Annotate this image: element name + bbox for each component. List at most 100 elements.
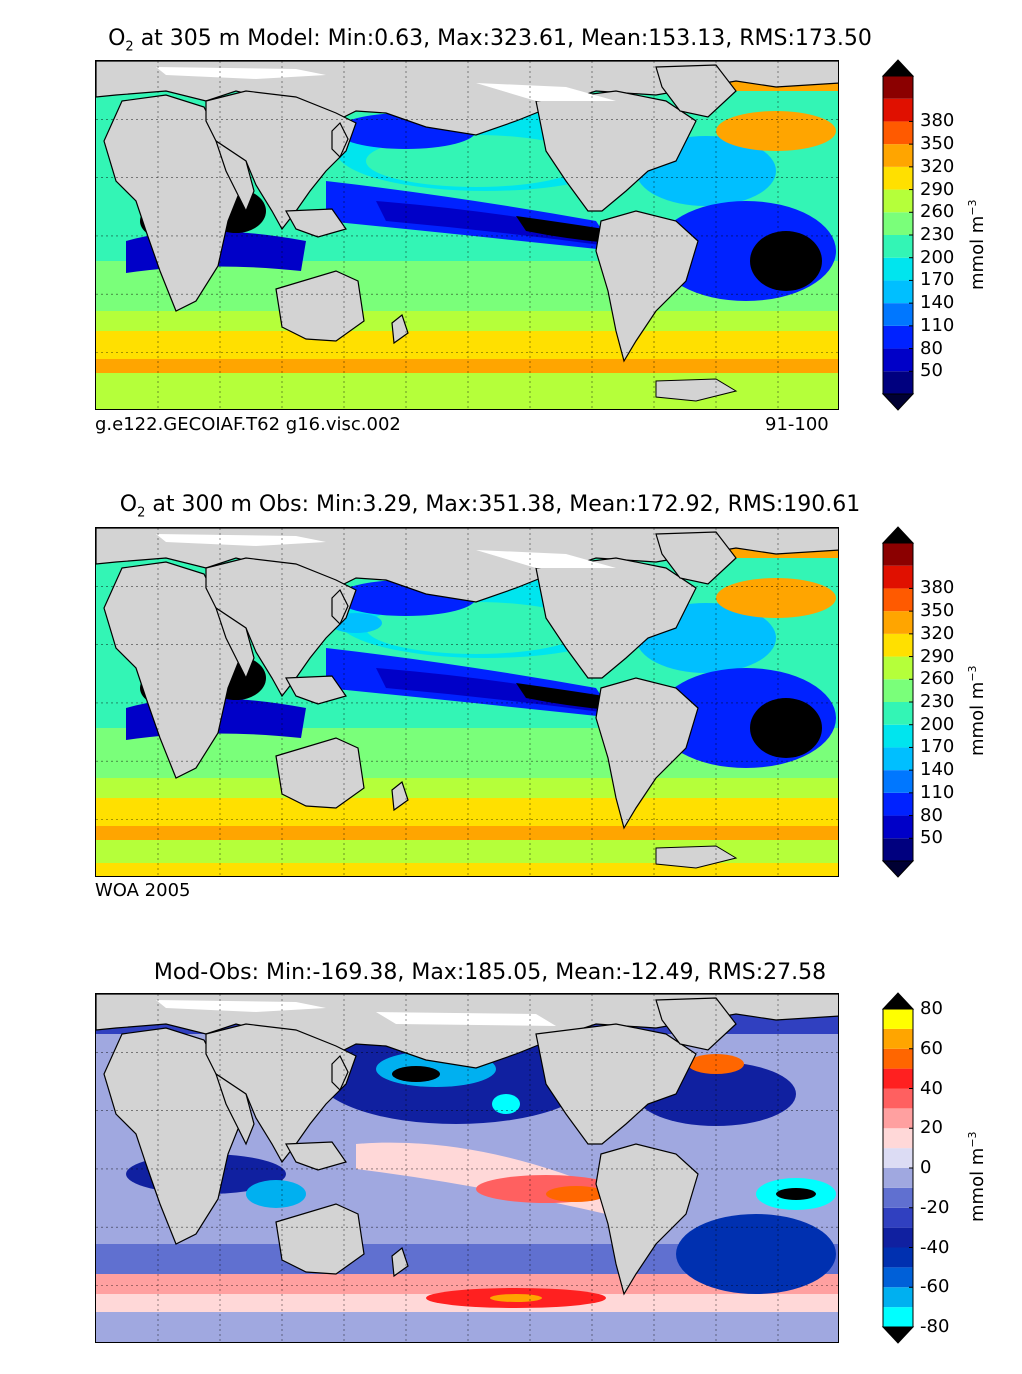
colorbar-tick-label: -80 xyxy=(920,1316,950,1337)
colorbar-tick-label: 50 xyxy=(920,827,943,849)
colorbar-band xyxy=(883,747,913,771)
colorbar-tick-label: 60 xyxy=(920,1037,943,1059)
land-indonesia xyxy=(285,675,347,705)
colorbar-band xyxy=(883,280,913,304)
model-map xyxy=(95,60,839,410)
obs-footer-left: WOA 2005 xyxy=(95,880,191,901)
obs-colorbar-unit: mmol m−3 xyxy=(966,665,988,756)
colorbar-tick-label: 290 xyxy=(920,178,955,200)
land-europe xyxy=(96,61,838,136)
colorbar-tick-label: 320 xyxy=(920,155,955,177)
colorbar-tick-label: 260 xyxy=(920,668,955,690)
colorbar-band xyxy=(883,702,913,725)
diff-title: Mod-Obs: Min:-169.38, Max:185.05, Mean:-… xyxy=(153,960,827,985)
land-namerica xyxy=(535,557,697,679)
colorbar-tick-label: 230 xyxy=(920,691,955,712)
colorbar-band xyxy=(883,1088,913,1109)
colorbar-band xyxy=(883,121,913,145)
colorbar-tick-label: 110 xyxy=(920,314,955,336)
colorbar-band xyxy=(883,1168,913,1188)
colorbar-band xyxy=(883,257,913,281)
colorbar-band xyxy=(883,724,913,748)
land-nz xyxy=(391,780,409,812)
land-australia xyxy=(275,270,365,342)
colorbar-band xyxy=(883,371,913,394)
colorbar-band xyxy=(883,1108,913,1129)
colorbar-band xyxy=(883,166,913,190)
colorbar-band xyxy=(883,189,913,213)
colorbar-band xyxy=(883,303,913,326)
colorbar-band xyxy=(883,144,913,167)
colorbar-tick-label: 80 xyxy=(920,337,943,359)
land-namerica xyxy=(535,1023,697,1145)
colorbar-band xyxy=(883,1068,913,1089)
colorbar-band xyxy=(883,565,913,589)
obs-colorbar xyxy=(881,526,915,878)
land-australia xyxy=(275,1203,365,1275)
model-colorbar xyxy=(881,59,915,411)
colorbar-band xyxy=(883,212,913,235)
colorbar-band xyxy=(883,815,913,839)
colorbar-band xyxy=(883,1267,913,1288)
colorbar-band xyxy=(883,76,913,99)
land-indonesia xyxy=(285,208,347,238)
colorbar-band xyxy=(883,1187,913,1208)
land-india xyxy=(214,1072,255,1146)
colorbar-band xyxy=(883,1028,913,1049)
colorbar-band xyxy=(883,348,913,372)
land-europe xyxy=(96,994,838,1069)
colorbar-tick-label: 110 xyxy=(920,781,955,803)
diff-map xyxy=(95,993,839,1343)
land-india xyxy=(214,606,255,680)
land-india xyxy=(214,139,255,213)
colorbar-tick-label: -60 xyxy=(920,1276,950,1298)
colorbar-tick-label: 290 xyxy=(920,645,955,667)
colorbar-band xyxy=(883,235,913,258)
colorbar-band xyxy=(883,325,913,349)
colorbar-band xyxy=(883,656,913,680)
colorbar-band xyxy=(883,1207,913,1228)
colorbar-tick-label: 140 xyxy=(920,292,955,314)
colorbar-band xyxy=(883,1227,913,1248)
colorbar-band xyxy=(883,611,913,634)
colorbar-tick-label: 80 xyxy=(920,804,943,826)
colorbar-tick-label: 350 xyxy=(920,133,955,155)
colorbar-band xyxy=(883,792,913,816)
colorbar-band xyxy=(883,1048,913,1069)
colorbar-tick-label: -20 xyxy=(920,1196,950,1218)
colorbar-band xyxy=(883,1307,913,1327)
land-nz xyxy=(391,313,409,345)
colorbar-tick-label: 230 xyxy=(920,224,955,245)
colorbar-tick-label: 380 xyxy=(920,110,955,132)
colorbar-tick-label: 50 xyxy=(920,360,943,382)
obs-map xyxy=(95,527,839,877)
colorbar-tick-label: 170 xyxy=(920,736,955,758)
colorbar-band xyxy=(883,679,913,702)
colorbar-band xyxy=(883,543,913,566)
land-samerica xyxy=(595,210,699,363)
colorbar-band xyxy=(883,1009,913,1029)
obs-title: O2 at 300 m Obs: Min:3.29, Max:351.38, M… xyxy=(119,492,861,521)
colorbar-tick-label: 170 xyxy=(920,269,955,291)
colorbar-band xyxy=(883,98,913,122)
model-footer-left: g.e122.GECOIAF.T62 g16.visc.002 xyxy=(95,414,401,435)
colorbar-tick-label: 0 xyxy=(920,1157,932,1178)
diff-colorbar-unit: mmol m−3 xyxy=(966,1131,988,1222)
colorbar-tick-label: -40 xyxy=(920,1236,950,1258)
diff-colorbar xyxy=(881,992,915,1344)
colorbar-band xyxy=(883,1148,913,1168)
model-title: O2 at 305 m Model: Min:0.63, Max:323.61,… xyxy=(108,26,872,55)
colorbar-tick-label: 80 xyxy=(920,998,943,1019)
colorbar-band xyxy=(883,1287,913,1308)
land-indonesia xyxy=(285,1141,347,1171)
colorbar-band xyxy=(883,838,913,861)
land-nz xyxy=(391,1246,409,1278)
colorbar-tick-label: 350 xyxy=(920,600,955,622)
colorbar-band xyxy=(883,588,913,612)
colorbar-tick-label: 200 xyxy=(920,246,955,268)
colorbar-tick-label: 260 xyxy=(920,201,955,223)
colorbar-tick-label: 40 xyxy=(920,1077,943,1099)
colorbar-tick-label: 140 xyxy=(920,759,955,781)
colorbar-band xyxy=(883,770,913,793)
colorbar-tick-label: 20 xyxy=(920,1117,943,1139)
